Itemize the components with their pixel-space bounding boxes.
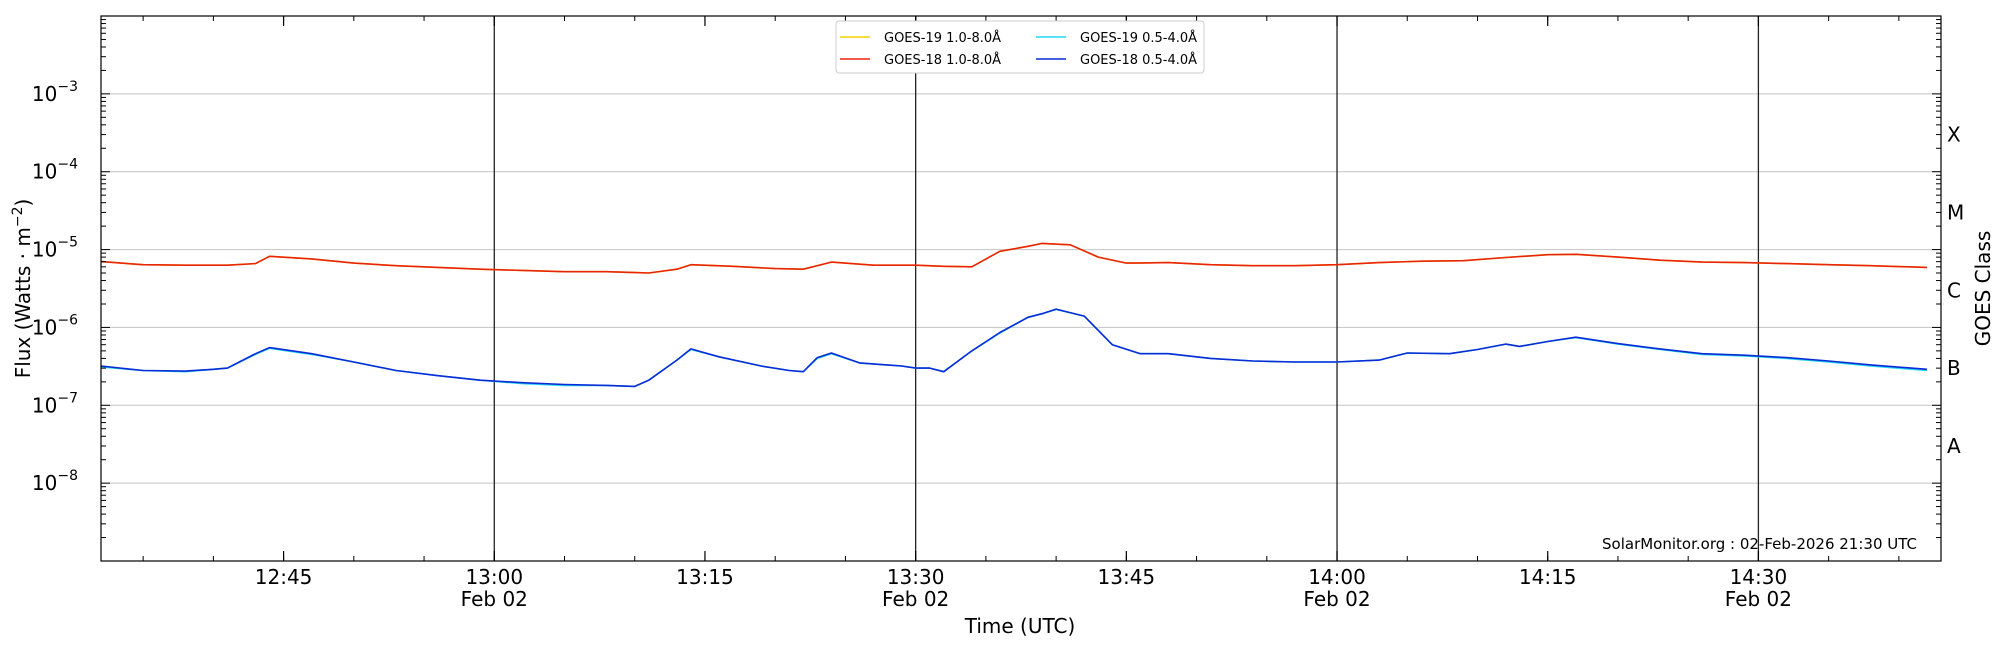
- x-tick-label: 13:00: [465, 565, 523, 589]
- y-axis-title-close: ): [11, 199, 35, 207]
- goes-class-label: X: [1947, 123, 1961, 147]
- legend-label: GOES-18 1.0-8.0Å: [884, 52, 1001, 68]
- right-axis-title: GOES Class: [1971, 231, 1995, 347]
- x-tick-label: 14:00: [1308, 565, 1366, 589]
- goes-class-label: C: [1947, 278, 1961, 302]
- x-tick-label: 13:15: [676, 565, 734, 589]
- x-tick-date-label: Feb 02: [461, 587, 528, 611]
- goes-class-label: B: [1947, 356, 1961, 380]
- y-axis-title-main: Flux (Watts · m: [11, 227, 35, 378]
- y-axis-title: Flux (Watts · m−2): [10, 199, 35, 379]
- y-tick-label: 10−5: [32, 235, 78, 262]
- legend: GOES-19 1.0-8.0Å GOES-18 1.0-8.0Å GOES-19 …: [835, 20, 1205, 74]
- day-marker-lines: [493, 16, 1760, 561]
- x-tick-label: 14:30: [1730, 565, 1788, 589]
- y-tick-label: 10−8: [32, 468, 78, 495]
- legend-box: [835, 20, 1205, 74]
- series-line-goes-18-0-5-4-0-: [100, 308, 1928, 388]
- x-tick-date-label: Feb 02: [1303, 587, 1370, 611]
- x-tick-date-label: Feb 02: [882, 587, 949, 611]
- y-tick-label: 10−3: [32, 79, 78, 106]
- y-tick-label: 10−4: [32, 157, 78, 184]
- goes-class-label: M: [1947, 200, 1964, 224]
- series-lines: [100, 242, 1928, 388]
- goes-class-label: A: [1947, 434, 1961, 458]
- legend-label: GOES-19 0.5-4.0Å: [1080, 30, 1197, 46]
- x-axis-title: Time (UTC): [964, 614, 1076, 638]
- x-tick-date-label: Feb 02: [1725, 587, 1792, 611]
- y-tick-label: 10−7: [32, 390, 78, 417]
- y-axis-title-sup: −2: [10, 207, 26, 228]
- goes-class-labels: A B C M X: [1947, 123, 1964, 458]
- plot-frame: [100, 15, 1942, 562]
- x-tick-label: 13:30: [887, 565, 945, 589]
- grid-lines: [101, 93, 1941, 484]
- axis-ticks: [101, 16, 1941, 562]
- legend-label: GOES-18 0.5-4.0Å: [1080, 52, 1197, 68]
- x-tick-label: 13:45: [1098, 565, 1156, 589]
- y-tick-labels: 10−8 10−7 10−6 10−5 10−4 10−3: [32, 79, 78, 495]
- x-tick-label: 12:45: [255, 565, 313, 589]
- x-tick-label: 14:15: [1519, 565, 1577, 589]
- credit-text: SolarMonitor.org : 02-Feb-2026 21:30 UTC: [1602, 535, 1917, 553]
- y-tick-label: 10−6: [32, 312, 78, 339]
- legend-label: GOES-19 1.0-8.0Å: [884, 30, 1001, 46]
- series-line-goes-18-1-0-8-0-: [100, 242, 1928, 274]
- series-line-goes-19-1-0-8-0-: [100, 242, 1928, 274]
